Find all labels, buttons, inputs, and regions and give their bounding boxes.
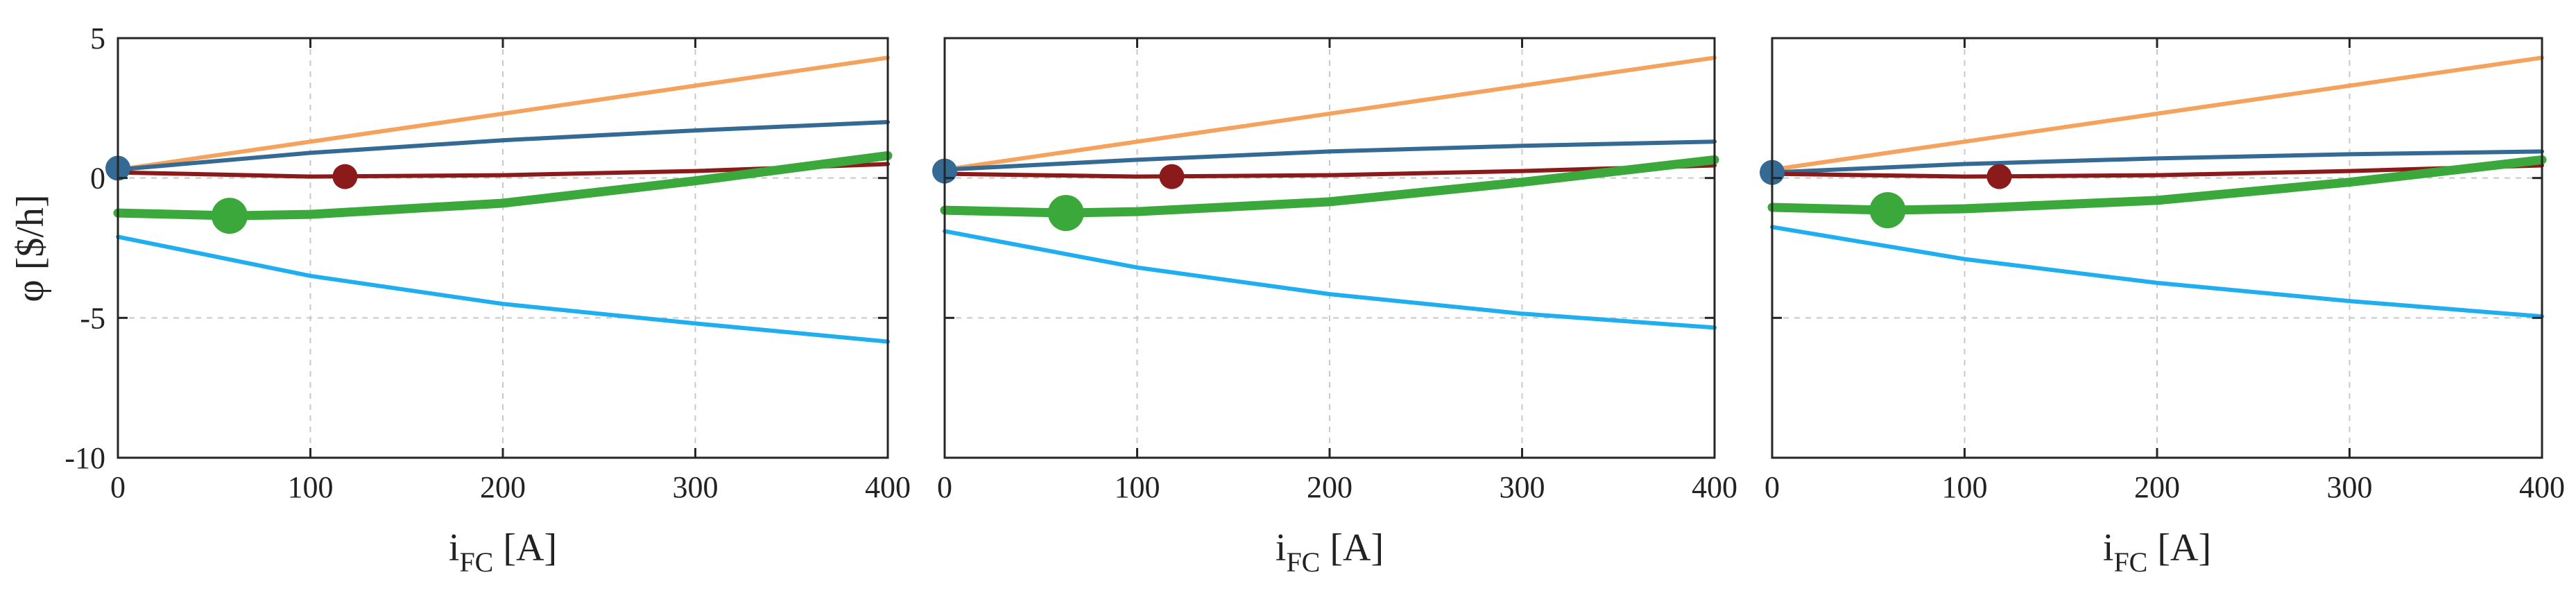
y-tick-label: -10 [65,441,105,475]
x-tick-label: 300 [673,470,719,504]
x-tick-label: 100 [1115,470,1160,504]
chart-panel-3: 0 100 200 300 400 iFC [A] [1760,37,2565,578]
chart-panel-1: 0 100 200 300 400 5 0 -5 -10 iFC [A] [65,21,911,578]
green-marker [211,198,248,234]
x-tick-label: 0 [110,470,126,504]
y-tick-label: 5 [90,21,105,55]
series-line-light-blue [116,234,890,344]
series-line-orange [116,55,890,172]
red-marker [1159,164,1185,189]
x-tick-label: 200 [2134,470,2180,504]
x-tick-label: 300 [2327,470,2373,504]
green-marker [1869,192,1906,229]
x-tick-label: 400 [1692,470,1737,504]
y-tick-label: -5 [80,301,105,335]
y-axis-label: φ [$/h] [9,194,52,302]
series-line-blue [943,139,1717,172]
x-axis-label: iFC [A] [2103,526,2211,578]
series-line-orange [1770,55,2544,172]
x-axis-label: iFC [A] [1276,526,1384,578]
x-tick-label: 400 [865,470,911,504]
series-line-light-blue [1770,225,2544,319]
series-line-blue [1770,149,2544,175]
chart-panel-2: 0 100 200 300 400 iFC [A] [932,37,1737,578]
x-tick-label: 0 [937,470,952,504]
red-marker [1986,164,2012,189]
x-tick-label: 400 [2519,470,2565,504]
y-tick-label: 0 [90,162,105,196]
x-tick-label: 100 [288,470,334,504]
series-line-green [1767,155,2547,215]
x-tick-label: 0 [1764,470,1780,504]
x-tick-label: 100 [1942,470,1988,504]
series-line-dark-red [1770,163,2544,179]
series-line-light-blue [943,229,1717,330]
series-line-green [940,155,1719,218]
green-marker [1047,195,1084,232]
x-tick-label: 200 [480,470,526,504]
series-line-orange [943,55,1717,172]
x-tick-label: 300 [1500,470,1545,504]
x-tick-label: 200 [1307,470,1353,504]
red-marker [332,164,358,189]
series-line-dark-red [943,163,1717,179]
x-axis-label: iFC [A] [449,526,557,578]
series-line-blue [116,120,890,172]
